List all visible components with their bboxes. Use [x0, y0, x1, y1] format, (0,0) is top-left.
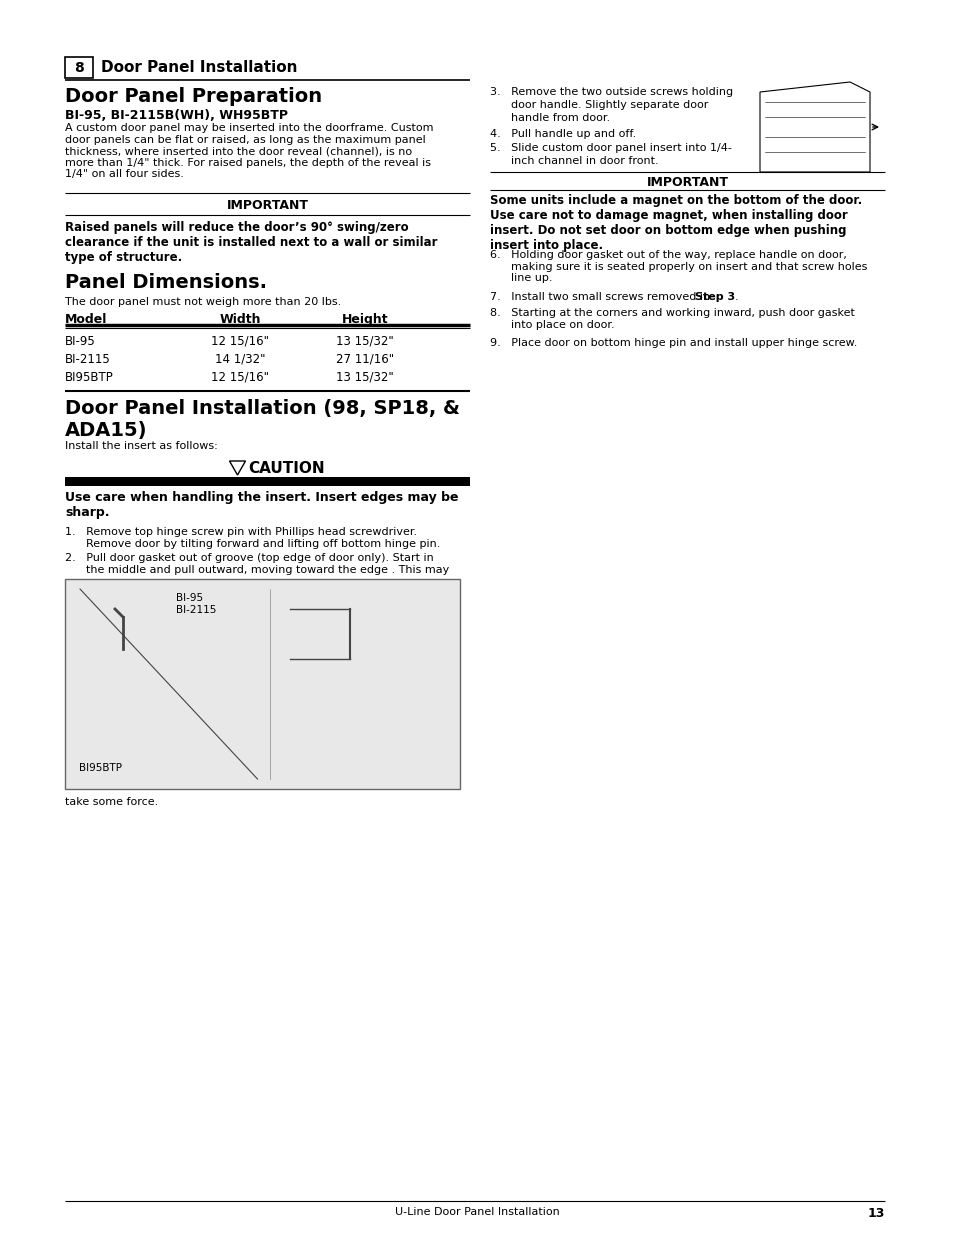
Text: 8.   Starting at the corners and working inward, push door gasket
      into pla: 8. Starting at the corners and working i…	[490, 308, 854, 330]
Text: 12 15/16": 12 15/16"	[211, 370, 269, 384]
Text: Door Panel Preparation: Door Panel Preparation	[65, 86, 322, 106]
Text: handle from door.: handle from door.	[490, 112, 610, 124]
Text: 9.   Place door on bottom hinge pin and install upper hinge screw.: 9. Place door on bottom hinge pin and in…	[490, 338, 857, 348]
Text: 27 11/16": 27 11/16"	[335, 353, 394, 366]
Text: Model: Model	[65, 312, 108, 326]
Text: take some force.: take some force.	[65, 797, 158, 806]
Bar	[65, 579, 459, 789]
Text: Panel Dimensions.: Panel Dimensions.	[65, 273, 267, 291]
Text: BI-95, BI-2115B(WH), WH95BTP: BI-95, BI-2115B(WH), WH95BTP	[65, 109, 288, 122]
Text: Raised panels will reduce the door’s 90° swing/zero
clearance if the unit is ins: Raised panels will reduce the door’s 90°…	[65, 221, 437, 264]
Text: .: .	[734, 291, 738, 303]
Text: CAUTION: CAUTION	[248, 461, 325, 475]
Text: Width: Width	[219, 312, 260, 326]
Text: IMPORTANT: IMPORTANT	[646, 177, 728, 189]
Text: Some units include a magnet on the bottom of the door.
Use care not to damage ma: Some units include a magnet on the botto…	[490, 194, 862, 252]
Text: 2.   Pull door gasket out of groove (top edge of door only). Start in
      the : 2. Pull door gasket out of groove (top e…	[65, 553, 449, 574]
Bar	[65, 57, 92, 78]
Text: door handle. Slightly separate door: door handle. Slightly separate door	[490, 100, 708, 110]
Text: U-Line Door Panel Installation: U-Line Door Panel Installation	[395, 1207, 558, 1216]
Text: 1.   Remove top hinge screw pin with Phillips head screwdriver.
      Remove doo: 1. Remove top hinge screw pin with Phill…	[65, 527, 440, 548]
Text: A custom door panel may be inserted into the doorframe. Custom
door panels can b: A custom door panel may be inserted into…	[65, 124, 433, 179]
Text: Height: Height	[341, 312, 388, 326]
Text: 13: 13	[866, 1207, 884, 1220]
Text: Use care when handling the insert. Insert edges may be
sharp.: Use care when handling the insert. Inser…	[65, 492, 458, 519]
Text: Door Panel Installation: Door Panel Installation	[101, 61, 297, 75]
Text: BI95BTP: BI95BTP	[79, 763, 122, 773]
Text: 4.   Pull handle up and off.: 4. Pull handle up and off.	[490, 128, 636, 140]
Text: 7.   Install two small screws removed in: 7. Install two small screws removed in	[490, 291, 713, 303]
Text: 14 1/32": 14 1/32"	[214, 353, 265, 366]
Text: BI95BTP: BI95BTP	[65, 370, 113, 384]
Text: 12 15/16": 12 15/16"	[211, 335, 269, 348]
Text: BI-95: BI-95	[65, 335, 95, 348]
Text: 8: 8	[74, 61, 84, 74]
Bar	[65, 477, 470, 487]
Text: Door Panel Installation (98, SP18, &
ADA15): Door Panel Installation (98, SP18, & ADA…	[65, 399, 459, 440]
Text: 13 15/32": 13 15/32"	[335, 370, 394, 384]
Text: 3.   Remove the two outside screws holding: 3. Remove the two outside screws holding	[490, 86, 732, 98]
Text: 6.   Holding door gasket out of the way, replace handle on door,
      making su: 6. Holding door gasket out of the way, r…	[490, 249, 866, 283]
Text: The door panel must not weigh more than 20 lbs.: The door panel must not weigh more than …	[65, 296, 341, 308]
Text: Install the insert as follows:: Install the insert as follows:	[65, 441, 217, 451]
Text: inch channel in door front.: inch channel in door front.	[490, 156, 658, 165]
Text: BI-95: BI-95	[175, 593, 202, 603]
Text: 13 15/32": 13 15/32"	[335, 335, 394, 348]
Text: Step 3: Step 3	[695, 291, 735, 303]
Text: BI-2115: BI-2115	[65, 353, 111, 366]
Text: BI-2115: BI-2115	[175, 605, 215, 615]
Text: IMPORTANT: IMPORTANT	[226, 199, 308, 212]
Text: 5.   Slide custom door panel insert into 1/4-: 5. Slide custom door panel insert into 1…	[490, 143, 731, 153]
